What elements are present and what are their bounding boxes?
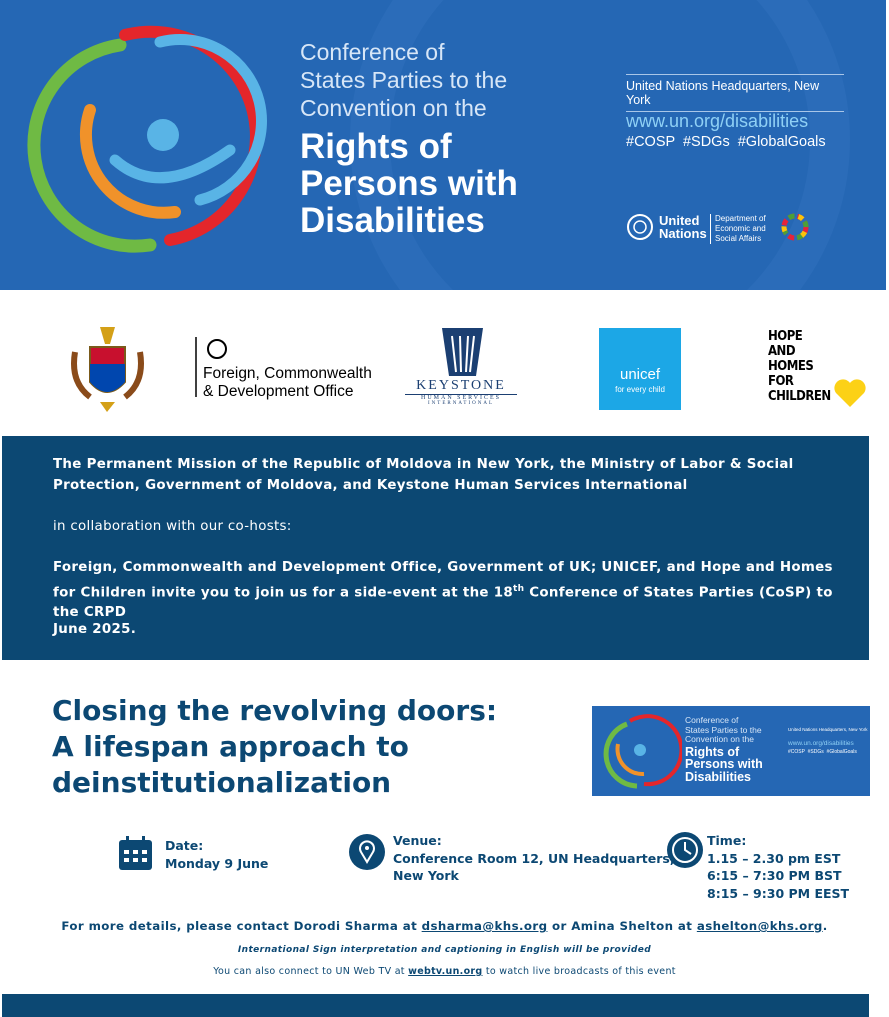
desa: Economic and (715, 224, 766, 233)
email-link[interactable]: ashelton@khs.org (696, 919, 823, 933)
location: United Nations Headquarters, New York (626, 74, 844, 112)
hope-heart (834, 379, 866, 407)
detail-label: Time: (707, 833, 747, 848)
banner-title-line: Conference of (300, 39, 445, 65)
hope-name: HOMES (768, 359, 814, 374)
mini-banner: Conference of States Parties to the Conv… (592, 706, 870, 796)
invite-paragraph: The Permanent Mission of the Republic of… (53, 457, 794, 493)
keystone-sub: INTERNATIONAL (428, 401, 494, 406)
webtv-link[interactable]: webtv.un.org (408, 966, 483, 977)
contact-text: or Amina Shelton at (547, 919, 697, 933)
mini-title-big: Persons with (685, 757, 763, 771)
invite-text: Foreign, Commonwealth and Development Of… (53, 560, 833, 600)
detail-value: 1.15 – 2.30 pm EST (707, 850, 841, 866)
contact-text: For more details, please contact Dorodi … (61, 919, 422, 933)
mini-title-big: Rights of (685, 744, 740, 759)
detail-value: New York (393, 868, 459, 883)
email-link[interactable]: dsharma@khs.org (421, 919, 548, 933)
event-title: A lifespan approach to (52, 730, 409, 763)
banner-title-big: Rights of (300, 127, 452, 166)
desa: Social Affairs (715, 234, 762, 243)
mini-title: Convention on the (685, 734, 754, 744)
desa: Department of (715, 214, 766, 223)
keystone-sub: HUMAN SERVICES (405, 394, 517, 401)
invite-paragraph: Foreign, Commonwealth and Development Of… (53, 558, 843, 624)
venue-icon (349, 834, 385, 870)
footer-bar (2, 994, 869, 1017)
mini-title-big: Disabilities (685, 769, 751, 784)
superscript: th (512, 583, 525, 594)
webtv-text: to watch live broadcasts of this event (482, 966, 676, 977)
hashtags: #COSP #SDGs #GlobalGoals (626, 134, 826, 150)
hope-name: AND (768, 344, 796, 359)
moldova-coat-of-arms (71, 327, 144, 412)
contact-text: . (822, 919, 828, 933)
hope-name: FOR (768, 374, 794, 389)
detail-value: Monday 9 June (165, 855, 269, 871)
fcdo-name: & Development Office (203, 383, 354, 400)
banner-title-line: Convention on the (300, 95, 487, 121)
webtv-line: You can also connect to UN Web TV at web… (0, 966, 889, 977)
banner-title-line: States Parties to the (300, 67, 508, 93)
invite-text: Conference of States Parties (CoSP) to t… (53, 584, 833, 621)
fcdo-crest (195, 337, 227, 397)
un-name: Nations (659, 226, 707, 241)
unicef-logo: unicef for every child (599, 328, 681, 410)
un-name: United (659, 213, 700, 228)
banner: Conference of States Parties to the Conv… (0, 0, 886, 290)
banner-title-big: Disabilities (300, 201, 485, 240)
invite-date: June 2025. (53, 622, 137, 637)
mini-location: United Nations Headquarters, New York (788, 727, 868, 732)
un-emblem (627, 214, 653, 240)
keystone-name: KEYSTONE (416, 378, 506, 393)
hope-name: HOPE (768, 329, 803, 344)
keystone-icon (442, 328, 483, 376)
mini-url: www.un.org/disabilities (788, 740, 854, 747)
url: www.un.org/disabilities (626, 111, 809, 131)
invitation-box: The Permanent Mission of the Republic of… (2, 436, 869, 660)
detail-value: 6:15 – 7:30 PM BST (707, 868, 842, 883)
fcdo-name: Foreign, Commonwealth (203, 365, 372, 382)
detail-label: Venue: (393, 833, 442, 848)
mini-hashtags: #COSP #SDGs #GlobalGoals (788, 749, 857, 755)
banner-title-big: Persons with (300, 164, 518, 203)
event-title: deinstitutionalization (52, 766, 392, 799)
clock-icon (667, 832, 703, 868)
mini-title: Conference of (685, 715, 739, 725)
banner-logo (27, 0, 850, 290)
detail-label: Date: (165, 838, 204, 853)
webtv-text: You can also connect to UN Web TV at (213, 966, 409, 977)
mini-title: States Parties to the (685, 724, 762, 735)
detail-value: 8:15 – 9:30 PM EEST (707, 885, 850, 901)
sdg-wheel (781, 213, 809, 241)
unicef-tagline: for every child (615, 385, 665, 394)
contact-line: For more details, please contact Dorodi … (0, 919, 889, 933)
hope-name: CHILDREN (768, 389, 831, 404)
event-title: Closing the revolving doors: (52, 694, 498, 727)
unicef-name: unicef (619, 366, 661, 383)
calendar-icon (119, 836, 152, 870)
note: International Sign interpretation and ca… (237, 945, 652, 955)
detail-value: Conference Room 12, UN Headquarters, (393, 850, 675, 866)
mini-logo (603, 714, 682, 789)
invite-paragraph: in collaboration with our co-hosts: (53, 519, 292, 534)
